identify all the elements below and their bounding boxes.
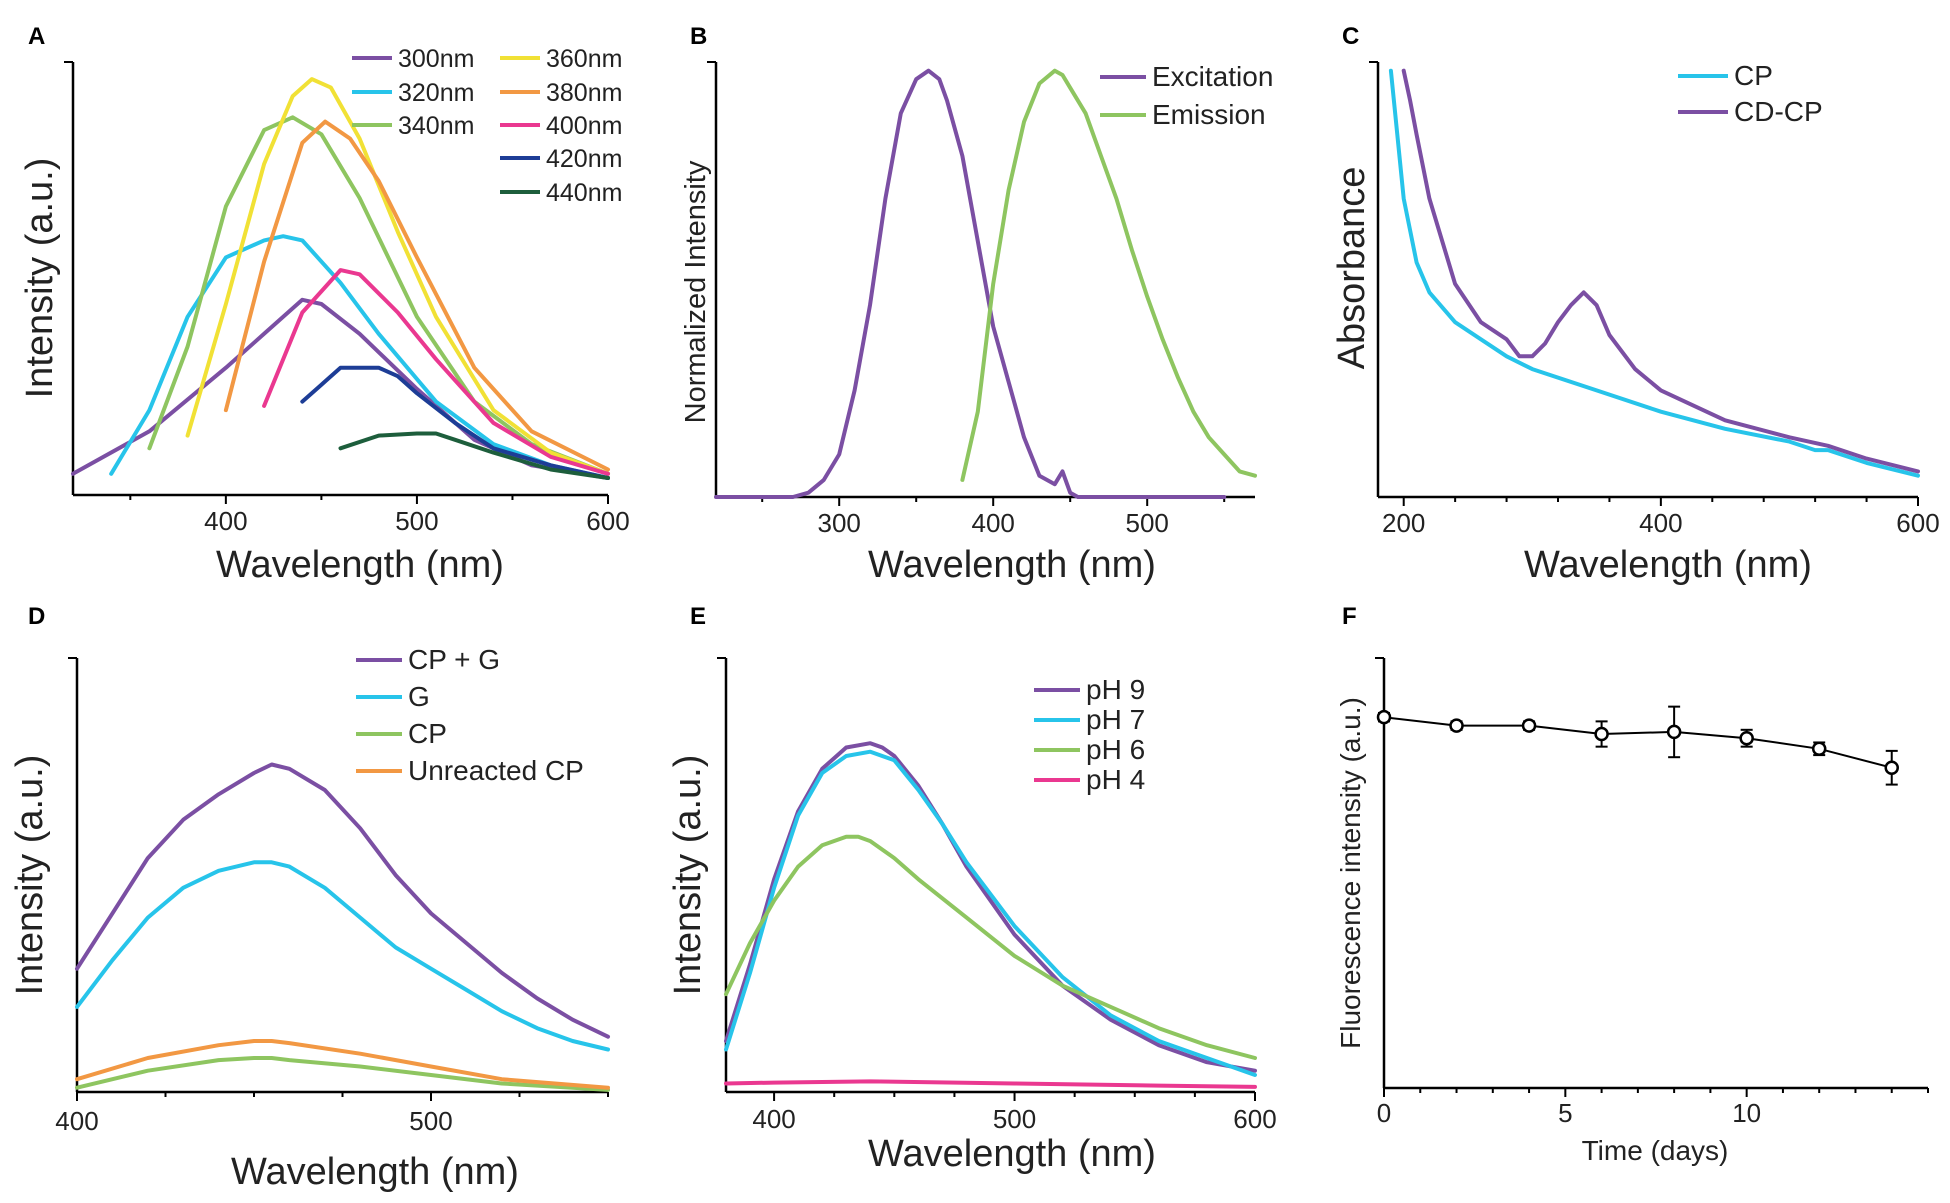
panel-letter: F — [1342, 603, 1357, 630]
legend-label: CP — [408, 718, 447, 749]
data-point — [1449, 718, 1464, 733]
x-tick-label: 400 — [972, 508, 1015, 538]
series-line-440nm — [338, 431, 610, 480]
panel-a: A 400 500 600 Intensity (a.u.) Wavelength … — [19, 23, 630, 586]
legend-label: pH 6 — [1086, 734, 1145, 765]
series-line-cp — [75, 1056, 610, 1092]
legend-label: pH 7 — [1086, 704, 1145, 735]
data-point — [1594, 726, 1609, 742]
x-axis-title: Time (days) — [1582, 1135, 1729, 1166]
y-axis-title: Intensity (a.u.) — [19, 158, 61, 399]
series-line-unreacted-cp — [75, 1039, 610, 1090]
y-axis-title: Fluorescence intensity (a.u.) — [1335, 697, 1366, 1049]
x-tick-label: 500 — [993, 1104, 1036, 1134]
x-tick-label: 400 — [55, 1106, 98, 1136]
series-line-300nm — [71, 297, 610, 480]
y-axis-title: Intensity (a.u.) — [667, 755, 709, 996]
series-line-420nm — [300, 365, 610, 480]
x-tick-label: 600 — [586, 506, 629, 536]
x-tick-label: 400 — [1639, 508, 1682, 538]
legend-label: Excitation — [1152, 61, 1273, 92]
x-tick-label: 0 — [1377, 1098, 1391, 1128]
x-tick-label: 500 — [409, 1106, 452, 1136]
x-tick-label: 500 — [395, 506, 438, 536]
legend-label: 300nm — [398, 45, 474, 73]
panel-f: F 0 5 10 Fluorescence intensity (a.u.) Tim… — [1335, 603, 1929, 1166]
panel-d: D 400 500 Intensity (a.u.) Wavelength (nm… — [9, 603, 610, 1193]
legend-label: CD-CP — [1734, 96, 1823, 127]
x-axis-title: Wavelength (nm) — [216, 544, 504, 586]
x-tick-label: 200 — [1382, 508, 1425, 538]
data-point — [1376, 709, 1392, 725]
series-line-360nm — [185, 77, 610, 476]
panel-letter: D — [28, 603, 45, 630]
x-axis-title: Wavelength (nm) — [231, 1151, 519, 1193]
legend-label: 380nm — [546, 79, 622, 107]
legend-label: pH 9 — [1086, 674, 1145, 705]
y-axis-title: Absorbance — [1331, 167, 1373, 370]
legend-label: 440nm — [546, 179, 622, 207]
series-line-320nm — [109, 234, 610, 480]
legend-label: Emission — [1152, 99, 1266, 130]
legend-label: 400nm — [546, 112, 622, 140]
x-tick-label: 500 — [1126, 508, 1169, 538]
x-axis-title: Wavelength (nm) — [868, 1133, 1156, 1175]
series-line-cp-g — [75, 762, 610, 1039]
series-line-emission — [960, 68, 1257, 482]
legend-label: 420nm — [546, 145, 622, 173]
x-tick-label: 400 — [204, 506, 247, 536]
legend-label: 360nm — [546, 45, 622, 73]
data-point — [1521, 718, 1537, 733]
data-point — [1811, 741, 1827, 757]
x-axis-title: Wavelength (nm) — [1524, 544, 1812, 586]
x-tick-label: 300 — [818, 508, 861, 538]
data-point — [1884, 760, 1899, 775]
data-point — [1739, 730, 1754, 746]
series-line-380nm — [223, 119, 610, 472]
series-line-ph-7 — [724, 749, 1257, 1077]
x-tick-label: 600 — [1896, 508, 1939, 538]
panel-letter: E — [690, 603, 706, 630]
series-line-g — [75, 860, 610, 1052]
legend-label: G — [408, 681, 430, 712]
series-line-400nm — [262, 268, 610, 476]
panel-e: E 400 500 600 Intensity (a.u.) Wavelength … — [667, 603, 1277, 1175]
legend-label: 320nm — [398, 79, 474, 107]
panel-letter: B — [690, 23, 707, 50]
x-tick-label: 10 — [1732, 1098, 1761, 1128]
panel-c: C 200 400 600 Absorbance Wavelength (nm) C… — [1331, 23, 1940, 586]
series-line-ph-4 — [724, 1079, 1257, 1089]
legend-label: Unreacted CP — [408, 755, 584, 786]
series-line-ph-9 — [724, 741, 1257, 1073]
y-axis-title: Normalized Intensity — [680, 160, 712, 423]
legend-label: 340nm — [398, 112, 474, 140]
legend-label: CP — [1734, 60, 1773, 91]
series-line-cp — [1388, 68, 1920, 478]
x-tick-label: 600 — [1233, 1104, 1276, 1134]
x-tick-label: 400 — [752, 1104, 795, 1134]
series-line-cd-cp — [1401, 68, 1920, 474]
series-line-ph-6 — [724, 834, 1257, 1060]
x-axis-title: Wavelength (nm) — [868, 544, 1156, 586]
legend-label: pH 4 — [1086, 764, 1145, 795]
series-line-excitation — [714, 68, 1227, 499]
series-line-fluorescence — [1383, 716, 1892, 769]
x-tick-label: 5 — [1558, 1098, 1572, 1128]
panel-letter: A — [28, 23, 45, 50]
legend-label: CP + G — [408, 644, 500, 675]
y-axis-title: Intensity (a.u.) — [9, 755, 51, 996]
data-point — [1666, 724, 1682, 740]
panel-b: B 300 400 500 Normalized Intensity Wavelen… — [680, 23, 1273, 586]
series-line-340nm — [147, 115, 610, 476]
panel-letter: C — [1342, 23, 1359, 50]
